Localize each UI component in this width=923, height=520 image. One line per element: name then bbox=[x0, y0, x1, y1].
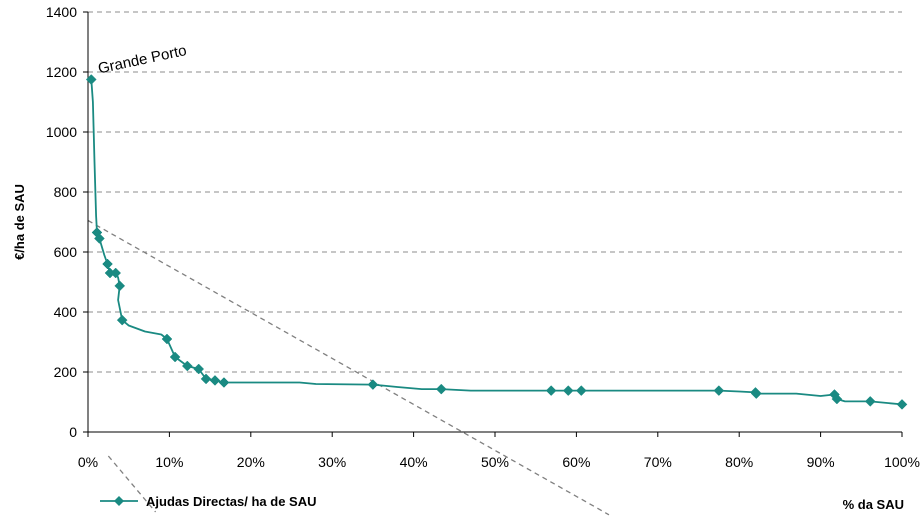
gridlines bbox=[88, 11, 902, 373]
reference-dashed-line bbox=[87, 219, 610, 516]
x-tick-label: 50% bbox=[481, 454, 509, 470]
data-point bbox=[193, 363, 205, 375]
data-point bbox=[94, 233, 105, 244]
data-point bbox=[435, 383, 447, 395]
data-point bbox=[367, 379, 379, 390]
reference-dashed-line-lower bbox=[107, 455, 157, 513]
data-point bbox=[110, 267, 122, 279]
x-tick-label: 60% bbox=[562, 454, 590, 470]
legend: Ajudas Directas/ ha de SAU bbox=[100, 494, 317, 509]
data-point bbox=[200, 373, 212, 385]
series-layer bbox=[85, 74, 908, 410]
data-point bbox=[545, 385, 557, 396]
series-line bbox=[90, 79, 903, 406]
y-tick-label: 0 bbox=[69, 424, 77, 440]
data-point bbox=[102, 258, 113, 270]
y-tick-label: 1200 bbox=[46, 64, 77, 80]
data-point bbox=[896, 399, 908, 410]
data-point bbox=[116, 314, 128, 326]
data-point bbox=[114, 280, 126, 292]
data-point bbox=[209, 375, 221, 386]
y-tick-label: 1400 bbox=[46, 4, 77, 20]
x-tick-label: 70% bbox=[644, 454, 672, 470]
x-tick-label: 80% bbox=[725, 454, 753, 470]
reference-line-layer bbox=[87, 219, 610, 516]
data-point bbox=[575, 385, 587, 396]
x-tick-label: 10% bbox=[155, 454, 183, 470]
y-tick-label: 600 bbox=[54, 244, 78, 260]
x-tick-label: 0% bbox=[78, 454, 98, 470]
x-tick-label: 40% bbox=[400, 454, 428, 470]
data-point bbox=[161, 333, 173, 345]
x-tick-label: 100% bbox=[884, 454, 920, 470]
x-axis-ticks: 0% 10% 20% 30% 40% 50% 60% 70% 80% 90% 100% bbox=[78, 432, 920, 470]
data-point bbox=[562, 385, 574, 396]
data-point bbox=[85, 74, 97, 85]
y-tick-label: 200 bbox=[54, 364, 78, 380]
x-tick-label: 30% bbox=[318, 454, 346, 470]
data-point bbox=[713, 385, 725, 396]
data-point bbox=[750, 388, 762, 399]
data-point bbox=[864, 396, 876, 407]
data-point bbox=[181, 360, 193, 372]
data-point bbox=[169, 351, 181, 363]
data-point bbox=[218, 377, 230, 388]
data-point bbox=[831, 393, 843, 405]
x-tick-label: 20% bbox=[237, 454, 265, 470]
legend-diamond-marker bbox=[114, 496, 124, 506]
y-axis-title: €/ha de SAU bbox=[12, 184, 27, 260]
x-tick-label: 90% bbox=[807, 454, 835, 470]
y-tick-label: 1000 bbox=[46, 124, 77, 140]
y-tick-label: 800 bbox=[54, 184, 78, 200]
y-axis-ticks: 0 200 400 600 800 1000 1200 1400 bbox=[46, 4, 88, 440]
x-axis-title: % da SAU bbox=[843, 497, 904, 512]
axes bbox=[87, 12, 902, 433]
legend-label: Ajudas Directas/ ha de SAU bbox=[146, 494, 317, 509]
y-tick-label: 400 bbox=[54, 304, 78, 320]
